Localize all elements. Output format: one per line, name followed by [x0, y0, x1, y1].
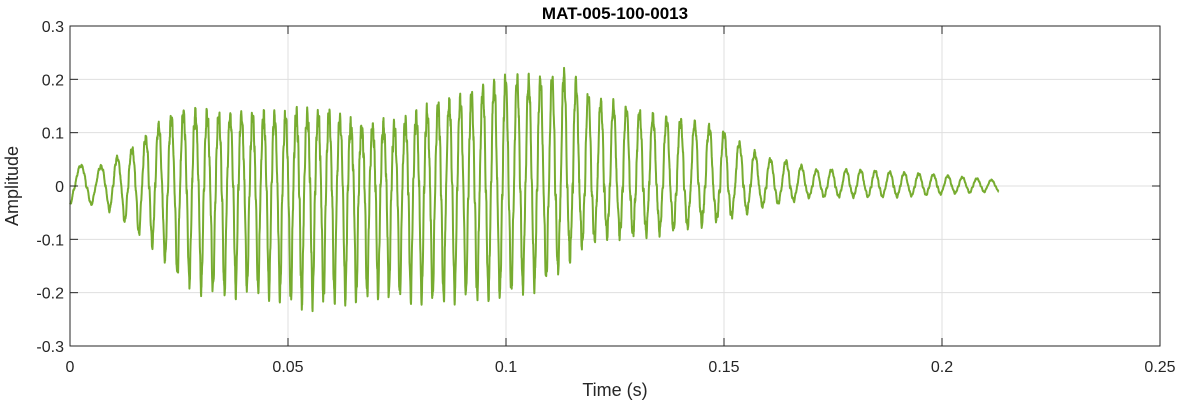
axis-ticks	[69, 25, 1161, 347]
y-tick-labels: 0.3 0.2 0.1 0 -0.1 -0.2 -0.3	[36, 19, 64, 356]
x-tick-label: 0.25	[1144, 359, 1175, 376]
series-layer	[69, 66, 1000, 313]
y-axis-title: Amplitude	[2, 146, 22, 226]
x-tick-label: 0	[66, 359, 75, 376]
y-tick-label: 0	[55, 179, 64, 196]
series-line	[69, 66, 1000, 313]
x-tick-label: 0.05	[272, 359, 303, 376]
y-tick-label: 0.2	[42, 72, 64, 89]
y-tick-label: -0.3	[36, 339, 64, 356]
x-tick-label: 0.1	[495, 359, 517, 376]
y-tick-label: 0.3	[42, 19, 64, 36]
x-tick-label: 0.15	[708, 359, 739, 376]
y-tick-label: -0.1	[36, 232, 64, 249]
plot-area	[69, 25, 1161, 347]
y-tick-label: -0.2	[36, 286, 64, 303]
y-tick-label: 0.1	[42, 126, 64, 143]
x-axis-title: Time (s)	[582, 380, 647, 400]
x-tick-label: 0.2	[931, 359, 953, 376]
chart-title: MAT-005-100-0013	[542, 4, 688, 23]
x-tick-labels: 0 0.05 0.1 0.15 0.2 0.25	[66, 359, 1176, 376]
